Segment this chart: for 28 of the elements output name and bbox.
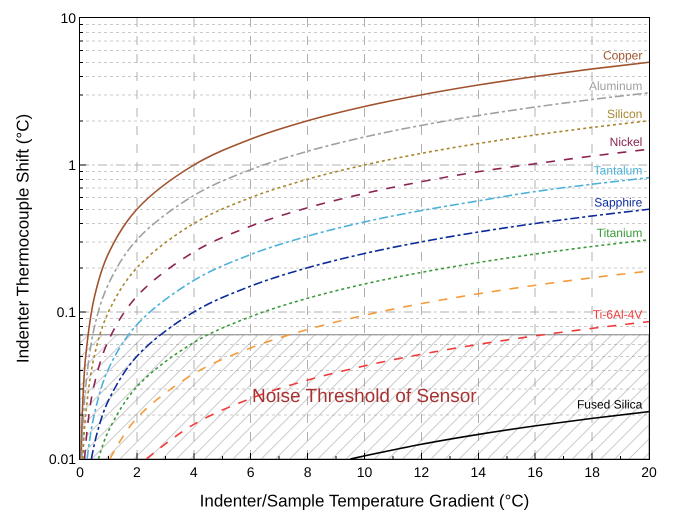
series-label: Tantalum	[594, 164, 649, 178]
x-tick-label: 4	[190, 464, 198, 480]
series-label: Sapphire	[594, 195, 649, 210]
series-label: Ti-6Al-4V	[592, 308, 649, 322]
x-tick-label: 6	[246, 464, 255, 480]
x-tick-label: 0	[76, 464, 84, 480]
x-tick-label: 14	[470, 464, 486, 480]
series-label: Fused Silica	[576, 398, 649, 412]
x-tick-label: 12	[414, 464, 430, 480]
x-tick-label: 10	[356, 464, 372, 480]
x-tick-label: 16	[527, 464, 544, 480]
series-label: Silicon	[606, 106, 649, 121]
y-tick-label: 0.1	[56, 304, 76, 320]
series-label: Aluminum	[588, 78, 649, 93]
y-tick-label: 1	[68, 156, 76, 173]
y-axis-title: Indenter Thermocouple Shift (°C)	[13, 114, 32, 364]
band-label: Noise Threshold of Sensor	[252, 386, 478, 407]
series-label: Copper	[602, 48, 649, 62]
x-axis-title: Indenter/Sample Temperature Gradient (°C)	[200, 491, 530, 510]
series-label: Nickel	[610, 135, 649, 150]
y-tick-label: 10	[60, 10, 76, 26]
x-tick-label: 2	[133, 464, 141, 480]
x-tick-label: 20	[641, 464, 657, 480]
line-series	[145, 320, 649, 459]
y-tick-label: 0.01	[48, 450, 76, 467]
x-tick-label: 18	[584, 464, 600, 480]
series-label: Titanium	[596, 226, 649, 240]
x-tick-label: 8	[304, 464, 312, 480]
